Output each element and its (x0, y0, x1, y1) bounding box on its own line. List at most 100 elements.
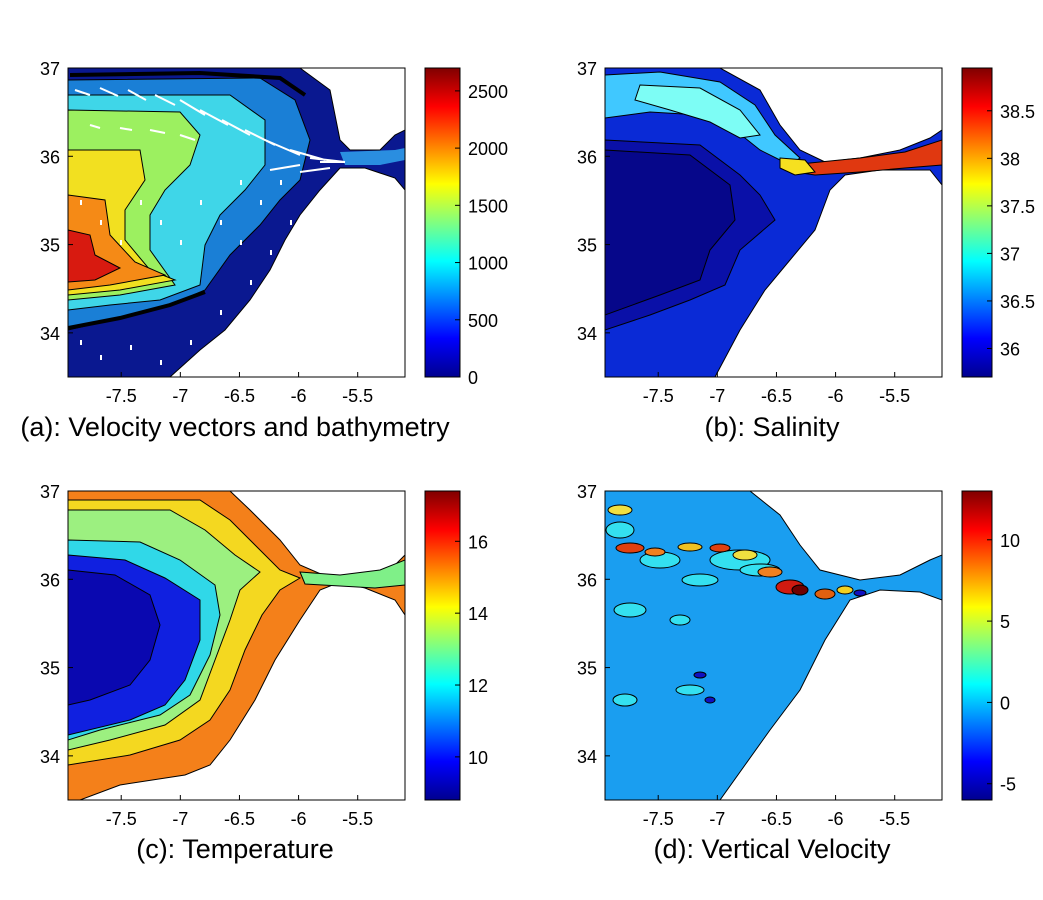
panel-a-y-tick-label: 37 (40, 59, 60, 79)
panel-b-colorbar-tick-label: 36 (1000, 339, 1020, 359)
panel-b-x-ticks: -7.5 -7 -6.5 -6 -5.5 (643, 372, 910, 406)
panel-d-x-tick-label: -5.5 (879, 809, 910, 829)
panel-b-x-tick-label: -7 (709, 386, 725, 406)
panel-c-caption: (c): Temperature (136, 834, 334, 864)
panel-c-x-tick-label: -7.5 (106, 809, 137, 829)
panel-a-shelf-edge-north (69, 70, 307, 97)
panel-a-depth-red (68, 229, 122, 283)
panel-d-axes-frame (604, 490, 943, 801)
panel-c-colorbar-tick-label: 16 (468, 532, 488, 552)
panel-c-plot (68, 491, 405, 800)
panel-a-shelf-edge (68, 290, 206, 330)
panel-d-y-tick-label: 36 (577, 570, 597, 590)
panel-d-colorbar-tick-label: 5 (1000, 612, 1010, 632)
panel-d-plume-hotspots (607, 504, 867, 704)
panel-a-y-tick-label: 36 (40, 147, 60, 167)
panel-a-x-tick-label: -7 (172, 386, 188, 406)
panel-b-colorbar-tick-label: 36.5 (1000, 292, 1035, 312)
panel-d-x-tick-label: -7 (709, 809, 725, 829)
panel-c-x-ticks: -7.5 -7 -6.5 -6 -5.5 (106, 795, 373, 829)
panel-a-caption: (a): Velocity vectors and bathymetry (20, 412, 450, 442)
panel-b-colorbar-ticks: 38.5 38 37.5 37 36.5 36 (987, 102, 1035, 359)
panel-b-caption: (b): Salinity (704, 412, 840, 442)
panel-c-colorbar-tick-label: 12 (468, 676, 488, 696)
panel-c-y-ticks: 37 36 35 34 (40, 482, 73, 767)
panel-a-x-ticks: -7.5 -7 -6.5 -6 -5.5 (106, 372, 373, 406)
panel-a-axes-frame (67, 67, 406, 378)
panel-b-y-tick-label: 37 (577, 59, 597, 79)
panel-b-low-sal-inner (605, 149, 736, 316)
panel-a-x-tick-label: -6.5 (224, 386, 255, 406)
panel-d-colorbar-tick-label: 10 (1000, 531, 1020, 551)
panel-d-y-tick-label: 37 (577, 482, 597, 502)
panel-a-colorbar (424, 67, 461, 378)
panel-a-y-tick-label: 35 (40, 236, 60, 256)
panel-b-axes-frame (604, 67, 943, 378)
panel-b-y-ticks: 37 36 35 34 (577, 59, 610, 344)
panel-d-colorbar (961, 490, 993, 801)
panel-a-colorbar-tick-label: 1500 (468, 196, 508, 216)
panel-c-colorbar-tick-label: 10 (468, 748, 488, 768)
panel-b-x-tick-label: -5.5 (879, 386, 910, 406)
panel-a-colorbar-tick-label: 2500 (468, 82, 508, 102)
panel-b-y-tick-label: 36 (577, 147, 597, 167)
panel-d-colorbar-ticks: 10 5 0 -5 (987, 531, 1020, 795)
panel-d-x-ticks: -7.5 -7 -6.5 -6 -5.5 (643, 795, 910, 829)
panel-a-strait-channel (340, 148, 405, 165)
panel-c-x-tick-label: -6 (291, 809, 307, 829)
panel-b-x-tick-label: -6 (828, 386, 844, 406)
panel-a-x-tick-label: -7.5 (106, 386, 137, 406)
panel-a-colorbar-tick-label: 2000 (468, 139, 508, 159)
panel-d-y-tick-label: 34 (577, 747, 597, 767)
panel-c-x-tick-label: -7 (172, 809, 188, 829)
panel-b-colorbar (961, 67, 993, 378)
panel-b-colorbar-tick-label: 37 (1000, 244, 1020, 264)
panel-b-x-tick-label: -6.5 (761, 386, 792, 406)
panel-c-y-tick-label: 34 (40, 747, 60, 767)
panel-b-colorbar-tick-label: 37.5 (1000, 197, 1035, 217)
panel-d-y-ticks: 37 36 35 34 (577, 482, 610, 767)
panel-c-y-tick-label: 36 (40, 570, 60, 590)
panel-c-x-tick-label: -6.5 (224, 809, 255, 829)
panel-c: -7.5 -7 -6.5 -6 -5.5 37 36 35 34 16 14 12 10 (c): … (40, 482, 488, 864)
panel-b-y-tick-label: 35 (577, 236, 597, 256)
panel-a-x-tick-label: -6 (291, 386, 307, 406)
panel-d-colorbar-tick-label: 0 (1000, 693, 1010, 713)
panel-a-x-tick-label: -5.5 (342, 386, 373, 406)
panel-d-colorbar-tick-label: -5 (1000, 775, 1016, 795)
panel-b: -7.5 -7 -6.5 -6 -5.5 37 36 35 34 38.5 38 37.5 37 36… (577, 59, 1035, 442)
panel-d-y-tick-label: 35 (577, 659, 597, 679)
panel-c-x-tick-label: -5.5 (342, 809, 373, 829)
panel-c-cold-inner (68, 569, 161, 706)
panel-d-x-tick-label: -7.5 (643, 809, 674, 829)
panel-b-mow-core (634, 84, 761, 139)
panel-d-x-tick-label: -6 (828, 809, 844, 829)
panel-d-domain (605, 491, 942, 800)
panel-b-strait-yellow (779, 157, 816, 176)
panel-a-plot (68, 68, 405, 377)
panel-c-colorbar (424, 490, 461, 801)
panel-c-strait (299, 559, 405, 589)
panel-c-y-tick-label: 37 (40, 482, 60, 502)
panel-a-colorbar-ticks: 2500 2000 1500 1000 500 0 (455, 82, 508, 388)
panel-b-y-tick-label: 34 (577, 324, 597, 344)
panel-a-colorbar-tick-label: 1000 (468, 254, 508, 274)
panel-b-x-tick-label: -7.5 (643, 386, 674, 406)
panel-a-velocity-vectors (74, 87, 346, 173)
panel-c-axes-frame (67, 490, 406, 801)
panel-b-plot (605, 68, 942, 377)
panel-c-colorbar-tick-label: 14 (468, 604, 488, 624)
panel-d-caption: (d): Vertical Velocity (653, 834, 891, 864)
panel-a-colorbar-tick-label: 500 (468, 311, 498, 331)
panel-d: -7.5 -7 -6.5 -6 -5.5 37 36 35 34 10 5 0 -5 (d): Ve… (577, 482, 1020, 864)
panel-d-x-tick-label: -6.5 (761, 809, 792, 829)
panel-a-vector-grid (80, 180, 292, 365)
panel-d-plot (605, 491, 942, 800)
panel-b-colorbar-tick-label: 38 (1000, 149, 1020, 169)
panel-a-y-ticks: 37 36 35 34 (40, 59, 73, 344)
panel-b-colorbar-tick-label: 38.5 (1000, 102, 1035, 122)
panel-a: -7.5 -7 -6.5 -6 -5.5 37 36 35 34 2500 2000 1500 10… (20, 59, 508, 442)
panel-b-strait-high (789, 139, 942, 176)
panel-c-y-tick-label: 35 (40, 659, 60, 679)
